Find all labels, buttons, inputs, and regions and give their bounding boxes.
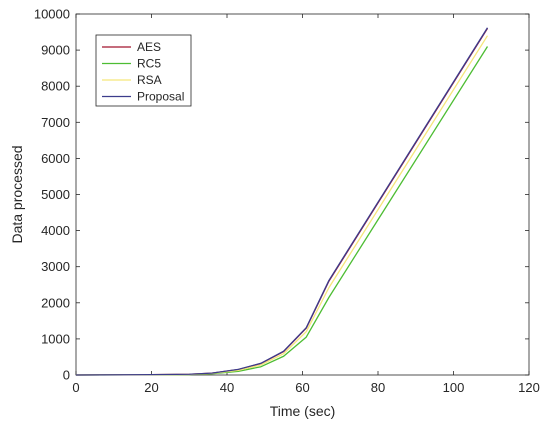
y-tick-label: 4000 [41, 223, 70, 238]
legend: AES RC5 RSA Proposal [95, 34, 192, 107]
x-tick-label: 0 [72, 380, 79, 395]
x-axis-title: Time (sec) [270, 403, 336, 419]
y-tick-label: 0 [63, 368, 70, 383]
y-tick-label: 8000 [41, 79, 70, 94]
legend-label-aes: AES [137, 40, 161, 54]
legend-label-rc5: RC5 [137, 57, 161, 71]
x-tick-label: 40 [220, 380, 234, 395]
y-tick-label: 9000 [41, 43, 70, 58]
x-tick-label: 60 [295, 380, 309, 395]
y-tick-label: 1000 [41, 331, 70, 346]
series-lines [75, 27, 489, 376]
legend-label-proposal: Proposal [137, 90, 184, 104]
y-tick-label: 2000 [41, 295, 70, 310]
x-tick-label: 20 [144, 380, 158, 395]
x-axis: 0 20 40 60 80 100 120 [72, 14, 540, 395]
y-tick-label: 5000 [41, 187, 70, 202]
y-tick-label: 6000 [41, 151, 70, 166]
x-tick-label: 120 [518, 380, 540, 395]
y-tick-label: 3000 [41, 259, 70, 274]
x-tick-label: 100 [443, 380, 465, 395]
y-axis-title: Data processed [9, 145, 25, 243]
y-tick-label: 10000 [34, 7, 70, 22]
series-line-proposal [75, 27, 489, 376]
x-tick-label: 80 [371, 380, 385, 395]
y-tick-label: 7000 [41, 115, 70, 130]
y-axis: 0 1000 2000 3000 4000 5000 6000 7000 8000 9000 100… [34, 7, 529, 383]
legend-label-rsa: RSA [137, 73, 162, 87]
